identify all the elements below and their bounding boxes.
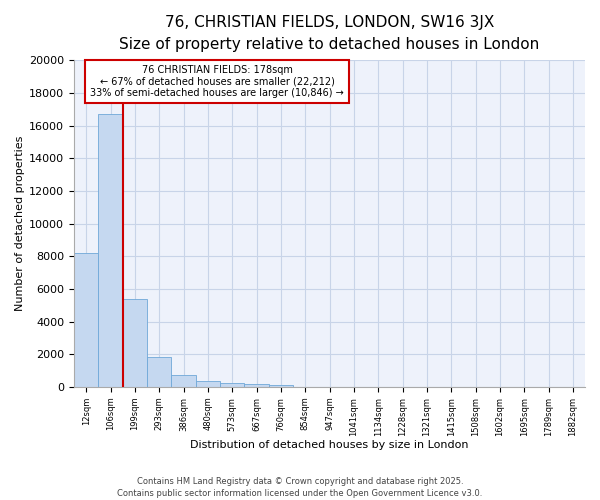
- Bar: [196, 381, 220, 387]
- Bar: [172, 375, 196, 387]
- Bar: [74, 253, 98, 387]
- Bar: [122, 299, 147, 387]
- Y-axis label: Number of detached properties: Number of detached properties: [15, 136, 25, 312]
- Text: Contains HM Land Registry data © Crown copyright and database right 2025.
Contai: Contains HM Land Registry data © Crown c…: [118, 476, 482, 498]
- Text: 76 CHRISTIAN FIELDS: 178sqm
← 67% of detached houses are smaller (22,212)
33% of: 76 CHRISTIAN FIELDS: 178sqm ← 67% of det…: [90, 65, 344, 98]
- Bar: [269, 385, 293, 387]
- Bar: [220, 382, 244, 387]
- Bar: [98, 114, 122, 387]
- X-axis label: Distribution of detached houses by size in London: Distribution of detached houses by size …: [190, 440, 469, 450]
- Bar: [244, 384, 269, 387]
- Bar: [147, 357, 172, 387]
- Title: 76, CHRISTIAN FIELDS, LONDON, SW16 3JX
Size of property relative to detached hou: 76, CHRISTIAN FIELDS, LONDON, SW16 3JX S…: [119, 15, 539, 52]
